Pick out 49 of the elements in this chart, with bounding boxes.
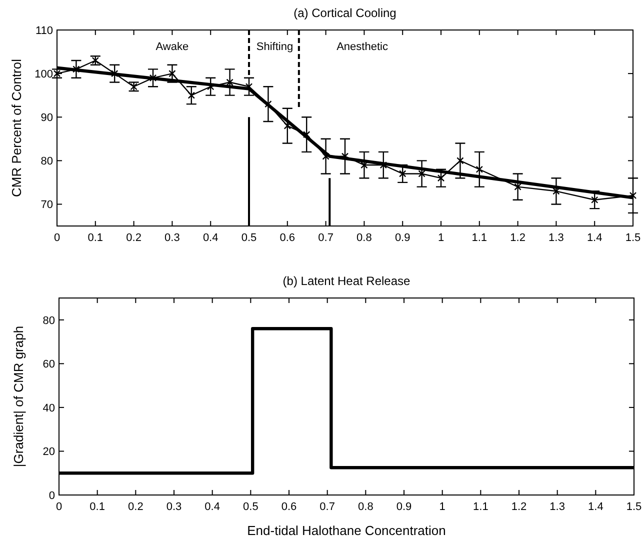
y-tick-label: 20 [42,446,55,458]
x-tick-label: 1.1 [472,232,488,244]
x-tick-label: 0.2 [128,501,144,513]
x-tick-label: 0.7 [318,232,334,244]
x-tick-label: 1.4 [588,501,604,513]
x-tick-label: 1 [439,501,446,513]
x-tick-label: 1.5 [626,501,642,513]
x-tick-label: 0.8 [358,501,374,513]
y-tick-label: 0 [48,490,55,502]
annotation: Awake [156,41,189,53]
x-tick-label: 1.2 [511,501,527,513]
x-tick-label: 0.4 [202,232,218,244]
y-tick-label: 60 [42,358,55,371]
x-tick-label: 0.8 [356,232,372,244]
annotation: Shifting [256,41,294,53]
y-tick-label: 90 [40,112,53,124]
x-tick-label: 0.1 [90,501,105,513]
y-tick-label: 40 [42,402,55,414]
x-tick-label: 1.3 [550,501,565,513]
x-tick-label: 0.5 [241,232,257,244]
x-tick-label: 0.2 [126,232,142,244]
x-tick-label: 0.5 [243,501,258,513]
y-tick-label: 80 [40,156,53,168]
y-axis-title: CMR Percent of Control [9,58,24,197]
chart-title: (a) Cortical Cooling [294,6,396,20]
x-tick-label: 0.3 [164,232,180,244]
x-tick-label: 0.4 [204,501,220,513]
x-tick-label: 0.3 [166,501,182,513]
x-tick-label: 1.3 [548,232,564,244]
y-axis-title: |Gradient| of CMR graph [11,326,26,468]
x-tick-label: 0.9 [394,232,410,244]
y-tick-label: 80 [42,314,55,327]
y-tick-label: 100 [34,68,53,81]
x-tick-label: 0.6 [281,501,297,513]
x-axis-title: End-tidal Halothane Concentration [247,523,446,538]
y-tick-label: 70 [40,199,53,212]
y-tick-label: 110 [35,25,53,37]
x-tick-label: 1.5 [625,232,641,244]
annotation: Anesthetic [336,41,388,53]
chart-title: (b) Latent Heat Release [282,274,411,288]
x-tick-label: 1.2 [510,232,526,244]
x-tick-label: 1.1 [473,501,488,513]
x-tick-label: 0.7 [320,501,335,513]
x-tick-label: 0.9 [396,501,412,513]
x-tick-label: 0.6 [280,232,296,244]
x-tick-label: 1.4 [586,232,602,244]
x-tick-label: 0 [56,501,62,513]
x-tick-label: 0.1 [88,232,104,244]
x-tick-label: 1 [438,232,444,244]
